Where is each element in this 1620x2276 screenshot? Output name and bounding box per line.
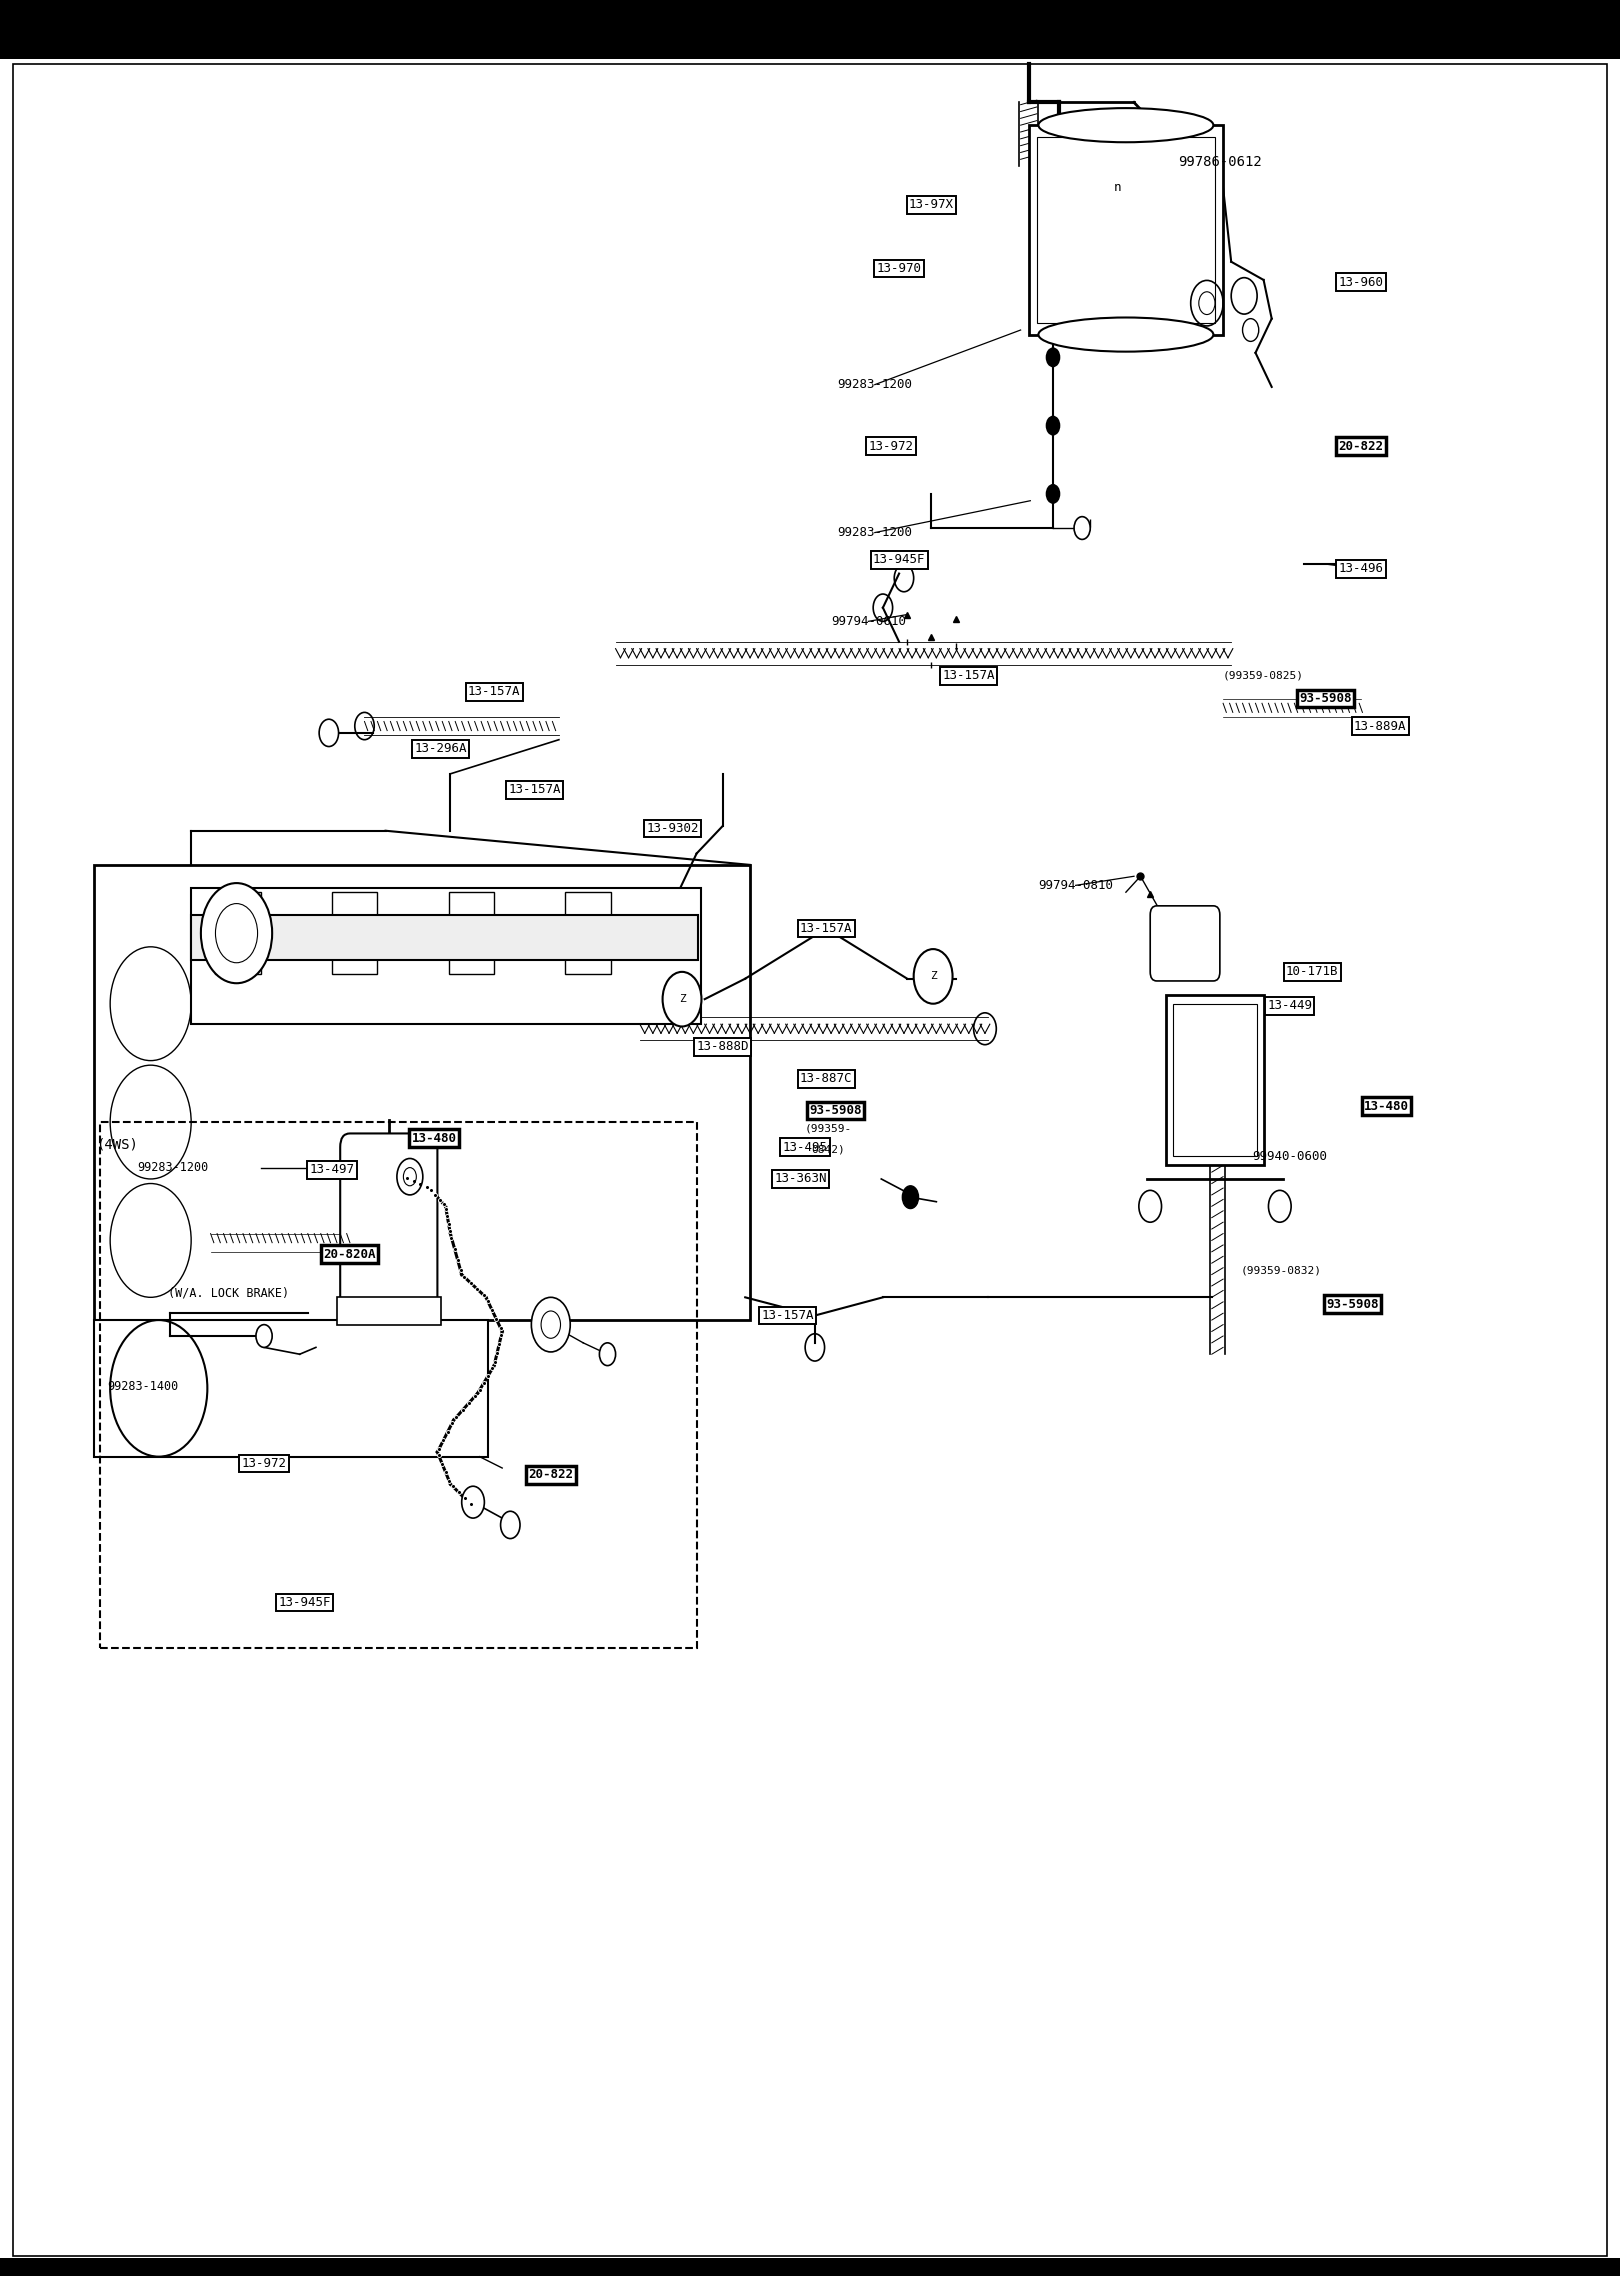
Text: 13-363N: 13-363N xyxy=(774,1172,826,1186)
Text: 13-972: 13-972 xyxy=(241,1457,287,1470)
Bar xyxy=(449,892,494,974)
Text: 99794-0810: 99794-0810 xyxy=(1038,879,1113,892)
Text: 13-887C: 13-887C xyxy=(800,1072,852,1086)
Circle shape xyxy=(1268,1190,1291,1222)
Bar xyxy=(0,2258,1620,2276)
Text: 13-157A: 13-157A xyxy=(509,783,561,797)
Text: 99283-1400: 99283-1400 xyxy=(107,1379,178,1393)
Text: 99794-0610: 99794-0610 xyxy=(831,615,906,628)
Bar xyxy=(0,0,1620,59)
FancyBboxPatch shape xyxy=(340,1133,437,1316)
Circle shape xyxy=(1139,1190,1162,1222)
Circle shape xyxy=(902,1186,919,1209)
Text: n: n xyxy=(1115,182,1121,193)
Bar xyxy=(1173,1004,1257,1156)
Text: 13-496: 13-496 xyxy=(1338,562,1383,576)
Circle shape xyxy=(1047,348,1059,366)
Text: 13-449: 13-449 xyxy=(1267,999,1312,1013)
Text: 0842): 0842) xyxy=(812,1145,844,1154)
Bar xyxy=(1037,137,1215,323)
Text: (99359-0825): (99359-0825) xyxy=(1223,671,1304,681)
Text: 13-945F: 13-945F xyxy=(279,1595,330,1609)
Text: 93-5908: 93-5908 xyxy=(1327,1297,1379,1311)
Bar xyxy=(332,892,377,974)
Bar xyxy=(94,1320,488,1457)
Bar xyxy=(94,865,750,1320)
Text: 93-5908: 93-5908 xyxy=(1299,692,1351,706)
Circle shape xyxy=(914,949,953,1004)
Text: 99786-0612: 99786-0612 xyxy=(1178,155,1262,168)
Bar xyxy=(1166,995,1264,1165)
Text: 13-972: 13-972 xyxy=(868,439,914,453)
Text: 13-495: 13-495 xyxy=(782,1140,828,1154)
Text: 93-5908: 93-5908 xyxy=(810,1104,862,1118)
Text: 13-97X: 13-97X xyxy=(909,198,954,212)
Text: 13-296A: 13-296A xyxy=(415,742,467,756)
Circle shape xyxy=(1047,417,1059,435)
Circle shape xyxy=(1047,485,1059,503)
Text: 13-157A: 13-157A xyxy=(943,669,995,683)
Text: 13-945F: 13-945F xyxy=(873,553,925,567)
Circle shape xyxy=(531,1297,570,1352)
Circle shape xyxy=(599,1343,616,1366)
Text: 13-888D: 13-888D xyxy=(697,1040,748,1054)
Text: 10-171B: 10-171B xyxy=(1286,965,1338,979)
Text: 20-820A: 20-820A xyxy=(324,1247,376,1261)
Text: (THIS ILLUSTRATION CONSISTS OF  2 PAGES): (THIS ILLUSTRATION CONSISTS OF 2 PAGES) xyxy=(627,73,993,86)
Text: 20-822: 20-822 xyxy=(1338,439,1383,453)
Text: 20-822: 20-822 xyxy=(528,1468,573,1482)
Text: (99359-0832): (99359-0832) xyxy=(1241,1265,1322,1275)
Text: 13-480: 13-480 xyxy=(1364,1099,1409,1113)
Bar xyxy=(191,888,701,1024)
Text: Z: Z xyxy=(930,972,936,981)
Bar xyxy=(337,1297,441,1325)
Circle shape xyxy=(201,883,272,983)
FancyBboxPatch shape xyxy=(1150,906,1220,981)
Circle shape xyxy=(663,972,701,1026)
Text: 99283-1200: 99283-1200 xyxy=(838,378,912,391)
Text: 13-970: 13-970 xyxy=(876,262,922,275)
Circle shape xyxy=(397,1158,423,1195)
Text: 13-157A: 13-157A xyxy=(761,1309,813,1322)
Circle shape xyxy=(1074,517,1090,539)
Text: 99283-1200: 99283-1200 xyxy=(138,1161,209,1174)
Text: 13-157A: 13-157A xyxy=(800,922,852,935)
Text: (99359-: (99359- xyxy=(804,1124,852,1133)
Text: 13-9302: 13-9302 xyxy=(646,822,698,835)
Ellipse shape xyxy=(1038,319,1213,353)
Bar xyxy=(1029,125,1223,335)
Text: 99283-1200: 99283-1200 xyxy=(838,526,912,539)
Text: 13-480: 13-480 xyxy=(411,1131,457,1145)
Circle shape xyxy=(256,1325,272,1347)
Text: 13-497: 13-497 xyxy=(309,1163,355,1177)
Ellipse shape xyxy=(1038,109,1213,143)
Text: 13-960: 13-960 xyxy=(1338,275,1383,289)
Bar xyxy=(215,892,261,974)
Bar xyxy=(191,915,698,960)
Text: Z: Z xyxy=(679,995,685,1004)
Text: 13-157A: 13-157A xyxy=(468,685,520,699)
Circle shape xyxy=(319,719,339,747)
Text: (4WS): (4WS) xyxy=(96,1138,138,1152)
Circle shape xyxy=(501,1511,520,1539)
Text: (W/A. LOCK BRAKE): (W/A. LOCK BRAKE) xyxy=(168,1286,288,1300)
Bar xyxy=(100,1122,697,1648)
Text: 99940-0600: 99940-0600 xyxy=(1252,1149,1327,1163)
Bar xyxy=(565,892,611,974)
Circle shape xyxy=(462,1486,484,1518)
Text: 13-889A: 13-889A xyxy=(1354,719,1406,733)
Circle shape xyxy=(110,1320,207,1457)
